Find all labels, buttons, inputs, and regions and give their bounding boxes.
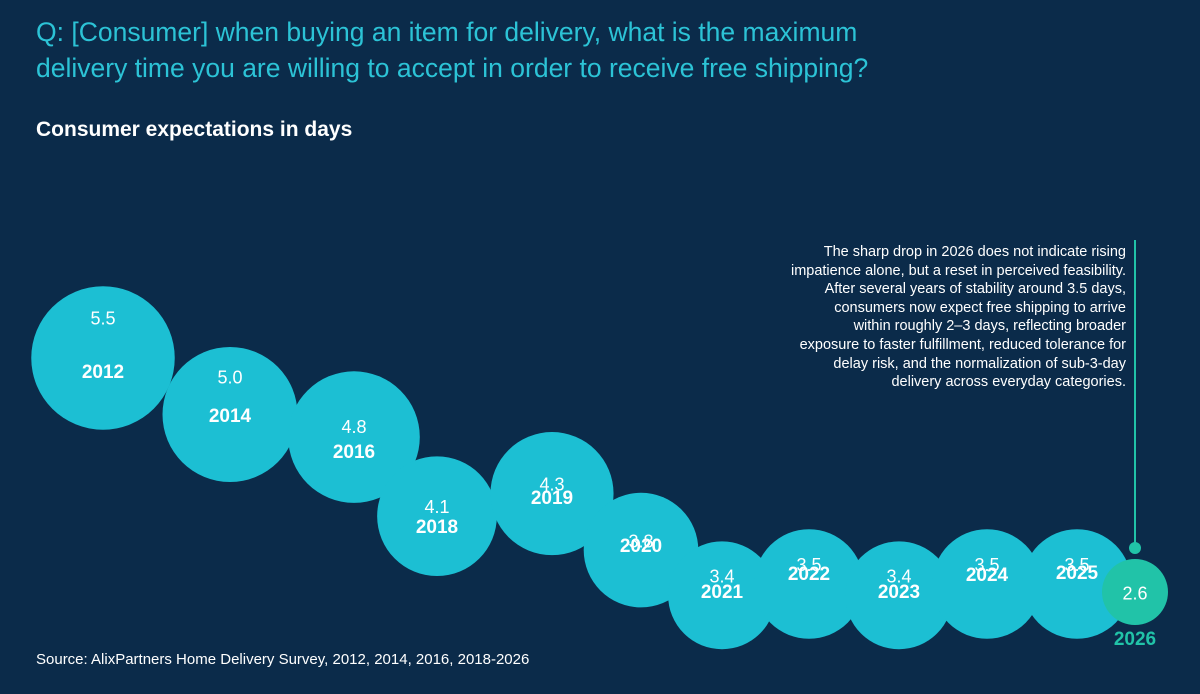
annotation-line: consumers now expect free shipping to ar… [834, 299, 1126, 316]
year-label: 2021 [701, 582, 744, 603]
question-line-1: Q: [Consumer] when buying an item for de… [36, 17, 858, 47]
annotation-line: exposure to faster fulfillment, reduced … [799, 336, 1126, 353]
annotation-line: delay risk, and the normalization of sub… [833, 355, 1126, 372]
annotation-line: impatience alone, but a reset in perceiv… [790, 262, 1126, 279]
bubble-group-2026: 2.6 2026 [1102, 559, 1168, 650]
question-line-2: delivery time you are willing to accept … [36, 53, 869, 83]
year-label: 2024 [966, 565, 1009, 586]
annotation-line: The sharp drop in 2026 does not indicate… [823, 244, 1126, 260]
bubble-2016 [288, 371, 420, 503]
bubble-2025 [1022, 529, 1132, 639]
year-label: 2012 [82, 362, 124, 383]
annotation-line: After several years of stability around … [824, 281, 1126, 298]
annotation-line: delivery across everyday categories. [891, 374, 1126, 391]
year-label: 2022 [788, 564, 830, 585]
bubble-value-label: 3.8 [628, 532, 653, 552]
bubble-value-label: 5.0 [217, 367, 242, 387]
bubble-value-label: 4.8 [341, 417, 366, 437]
bubble-2023 [845, 541, 953, 650]
source-note: Source: AlixPartners Home Delivery Surve… [36, 651, 530, 668]
bubble-group-2016: 4.8 2016 [288, 371, 420, 503]
year-label: 2016 [333, 442, 375, 463]
year-label: 2023 [878, 582, 920, 603]
bubble-group-2012: 5.5 2012 [31, 286, 175, 430]
bubble-group-2014: 5.0 2014 [162, 347, 298, 482]
bubble-2012 [31, 286, 175, 430]
bubble-2019 [490, 432, 614, 556]
bubble-value-label: 3.4 [709, 566, 734, 586]
bubble-2026 [1102, 559, 1168, 625]
bubble-value-label: 3.5 [1064, 555, 1089, 575]
bubble-value-label: 5.5 [90, 309, 115, 329]
chart-subtitle: Consumer expectations in days [36, 118, 353, 141]
annotation-line: within roughly 2–3 days, reflecting broa… [853, 318, 1126, 335]
bubble-2022 [754, 529, 864, 639]
bubble-2024 [932, 529, 1042, 639]
bubble-value-label: 4.3 [539, 474, 564, 494]
year-label: 2019 [531, 488, 573, 509]
bubble-value-label: 4.1 [424, 497, 449, 517]
bubble-2021 [668, 541, 776, 650]
chart-question: Q: [Consumer] when buying an item for de… [36, 14, 1036, 86]
bubble-2018 [377, 456, 497, 577]
annotation-connector-dot [1129, 542, 1141, 554]
bubble-2020 [583, 492, 699, 608]
year-label: 2020 [620, 536, 662, 557]
year-label: 2025 [1056, 563, 1099, 584]
bubble-value-label: 3.4 [886, 566, 911, 586]
bubble-2014 [162, 347, 298, 482]
annotation-text: The sharp drop in 2026 does not indicate… [706, 243, 1126, 392]
year-label: 2018 [416, 517, 458, 538]
bubble-value-label: 3.5 [796, 555, 821, 575]
year-label: 2014 [209, 406, 252, 427]
year-label: 2026 [1114, 629, 1156, 650]
bubble-value-label: 3.5 [974, 555, 999, 575]
bubble-value-label: 2.6 [1122, 584, 1147, 604]
